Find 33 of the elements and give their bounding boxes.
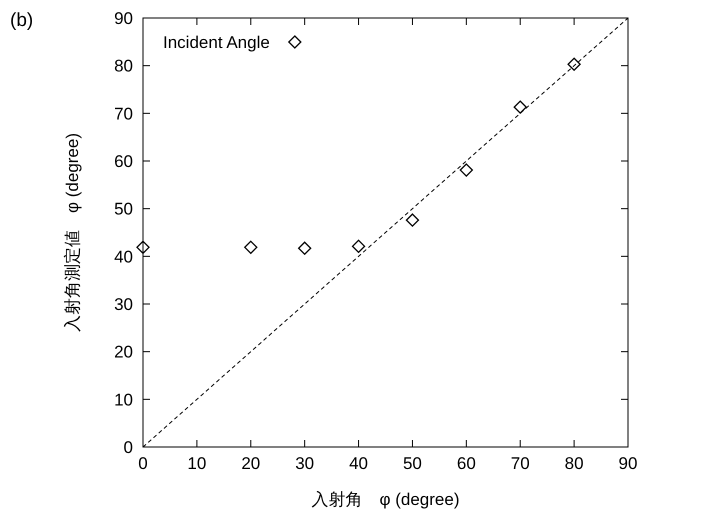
text: (b) <box>10 10 34 31</box>
point <box>352 240 366 253</box>
x-tick-label: 70 <box>510 454 530 473</box>
y-tick-label: 80 <box>114 56 133 76</box>
legend: Incident Angle <box>163 33 302 52</box>
x-tick-label: 80 <box>564 454 584 473</box>
legend-label: Incident Angle <box>163 33 270 52</box>
point <box>298 242 312 255</box>
y-tick-label: 30 <box>114 295 133 314</box>
x-axis-title: 入射角 φ (degree) <box>311 490 460 509</box>
y-tick-label: 70 <box>114 104 133 124</box>
y-tick-label: 50 <box>114 200 133 219</box>
x-tick-label: 60 <box>456 454 476 473</box>
point <box>460 163 473 177</box>
y-tick-label: 10 <box>114 390 133 410</box>
y-tick-label: 0 <box>124 438 133 457</box>
y-axis-title: 入射角測定値 φ (degree) <box>63 132 82 332</box>
point <box>567 58 581 71</box>
y-tick-label: 60 <box>114 152 133 171</box>
point <box>136 240 150 254</box>
x-tick-label: 40 <box>349 454 368 473</box>
point <box>244 240 258 254</box>
x-tick-label: 20 <box>241 454 260 473</box>
x-tick-label: 10 <box>187 454 206 473</box>
point <box>514 100 527 114</box>
y-tick-label: 40 <box>114 247 133 266</box>
x-tick-label: 30 <box>295 454 314 473</box>
x-tick-label: 90 <box>618 454 638 473</box>
x-tick-label: 0 <box>138 454 148 473</box>
y-tick-label: 20 <box>114 342 133 362</box>
x-tick-label: 50 <box>402 454 422 473</box>
point <box>406 213 420 227</box>
y-tick-label: 90 <box>114 9 133 28</box>
